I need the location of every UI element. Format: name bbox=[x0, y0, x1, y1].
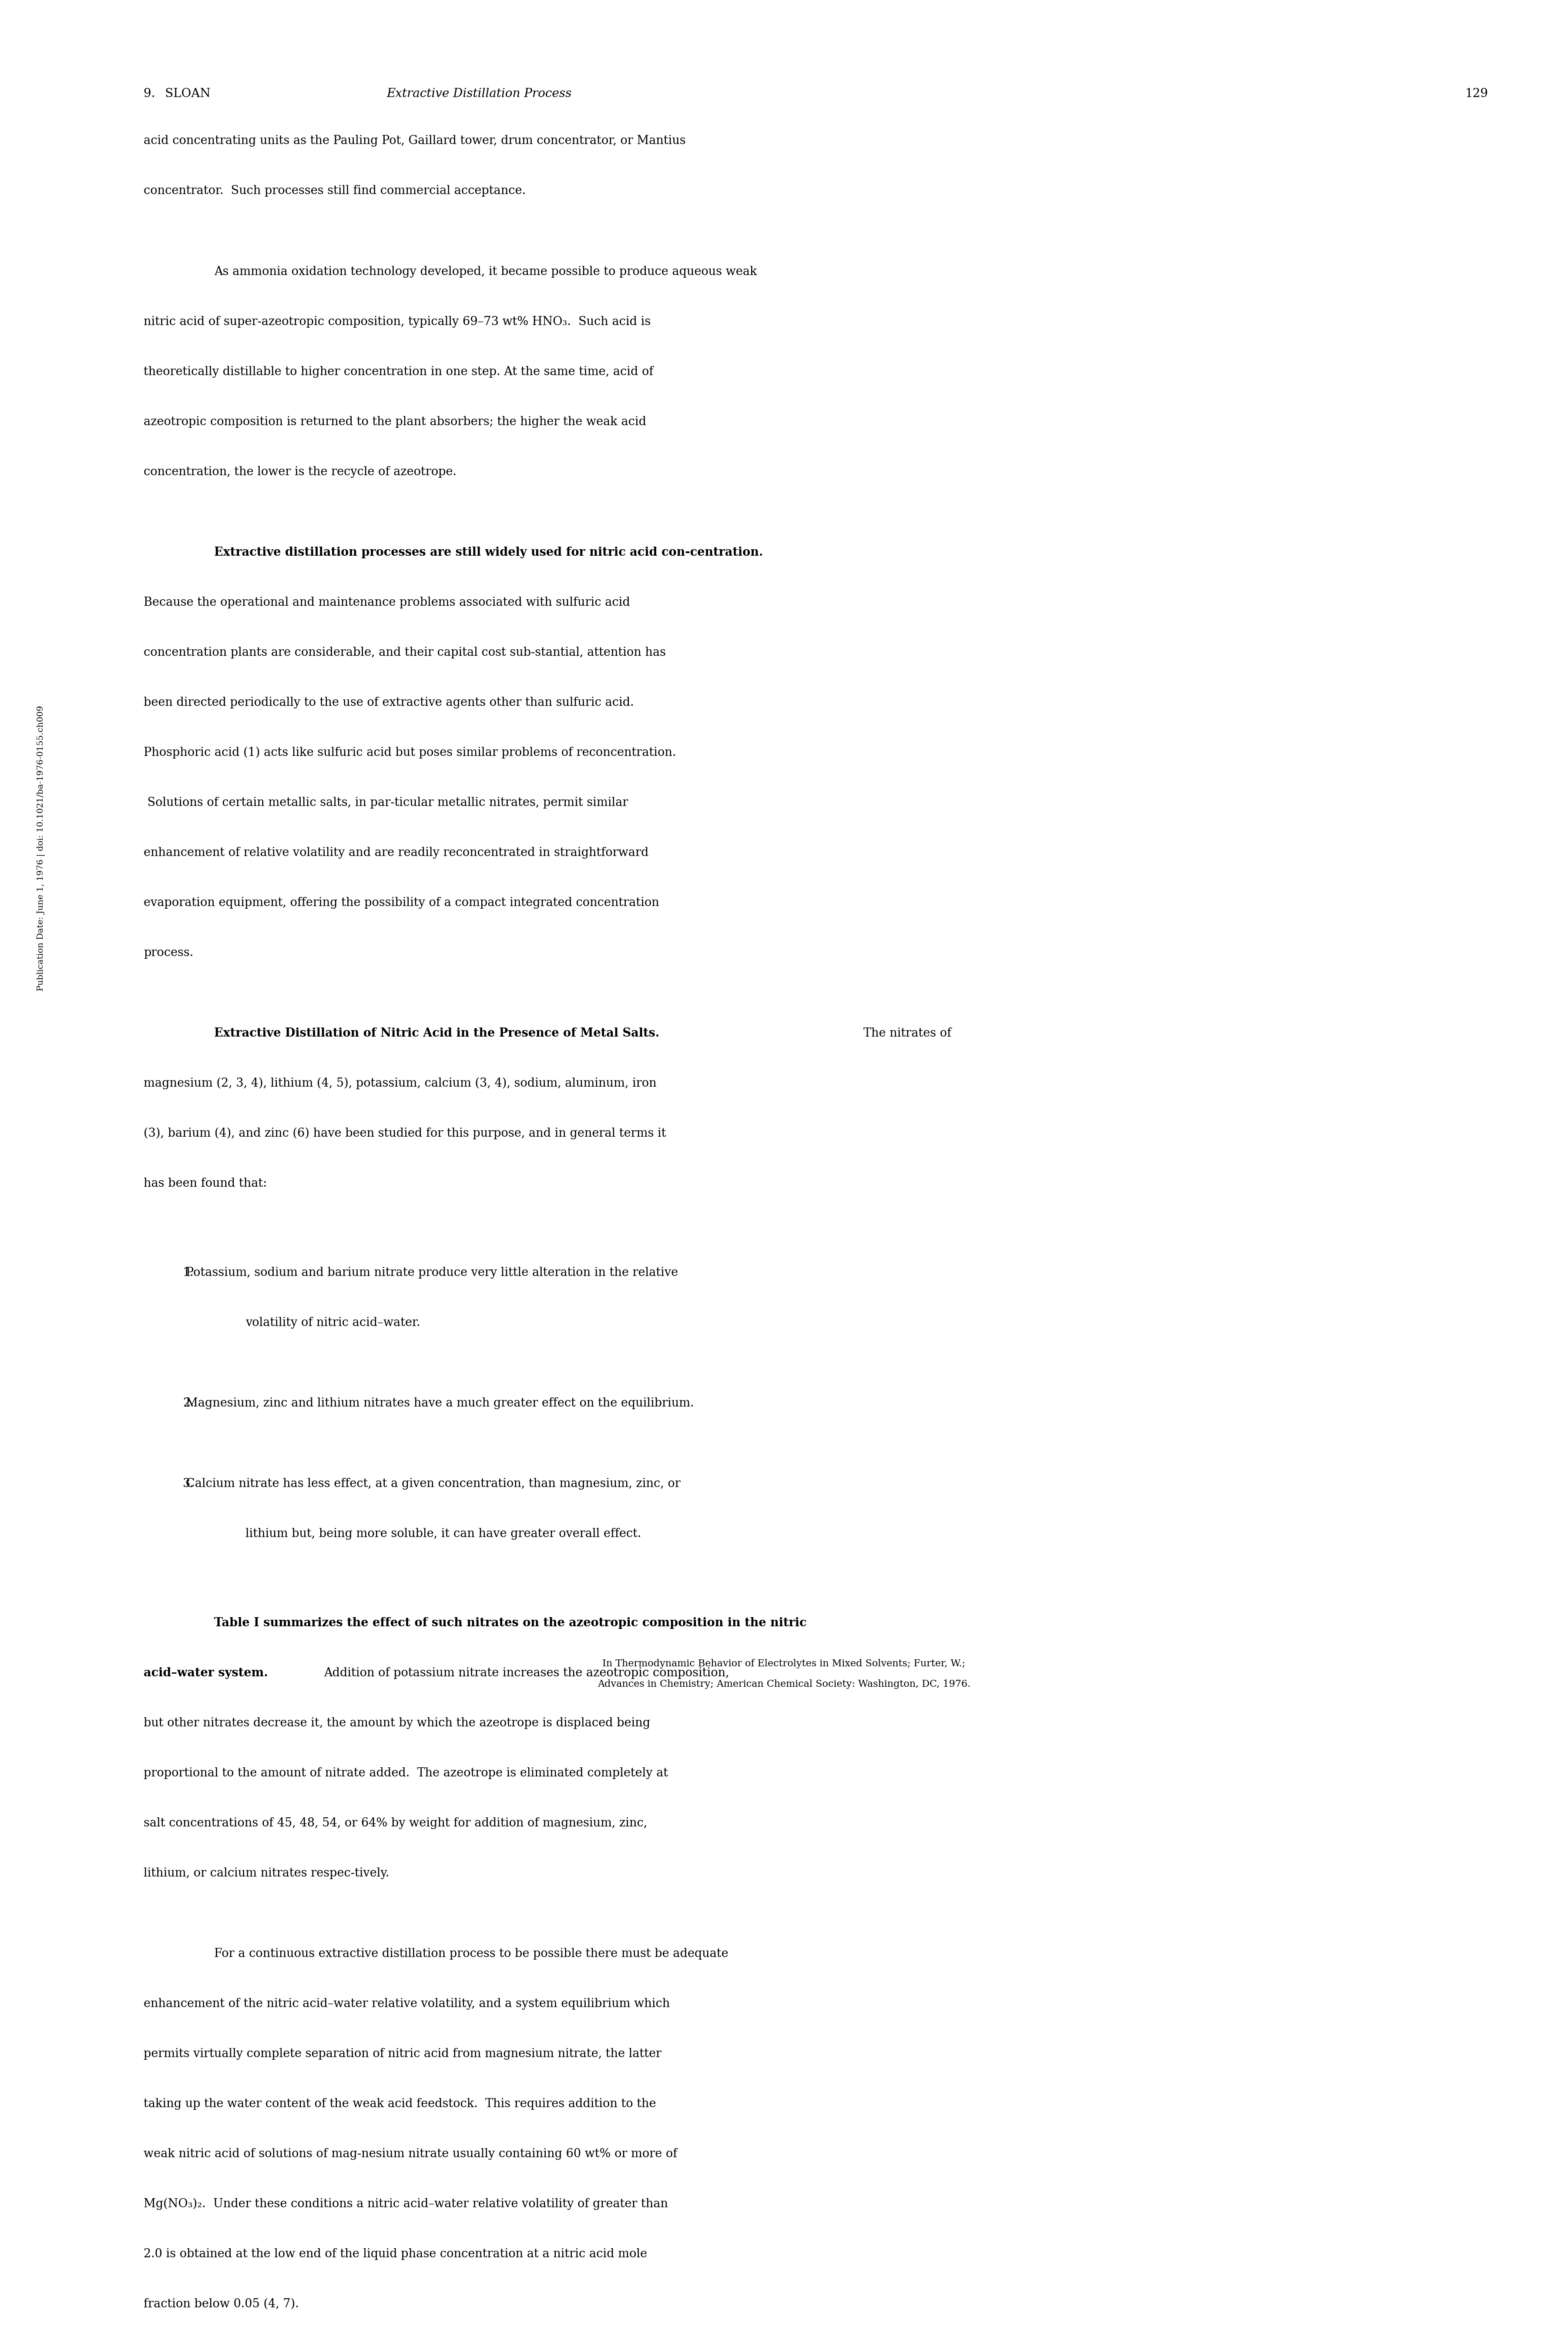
Text: 3.: 3. bbox=[183, 1478, 194, 1490]
Text: acid concentrating units as the Pauling Pot, Gaillard tower, drum concentrator, : acid concentrating units as the Pauling … bbox=[144, 134, 685, 146]
Text: nitric acid of super-azeotropic composition, typically 69–73 wt% HNO₃.  Such aci: nitric acid of super-azeotropic composit… bbox=[144, 315, 651, 327]
Text: Table I summarizes the effect of such nitrates on the azeotropic composition in : Table I summarizes the effect of such ni… bbox=[215, 1617, 806, 1629]
Text: evaporation equipment, offering the possibility of a compact integrated concentr: evaporation equipment, offering the poss… bbox=[144, 898, 659, 909]
Text: enhancement of relative volatility and are readily reconcentrated in straightfor: enhancement of relative volatility and a… bbox=[144, 846, 649, 858]
Text: 129: 129 bbox=[1465, 87, 1488, 99]
Text: Calcium nitrate has less effect, at a given concentration, than magnesium, zinc,: Calcium nitrate has less effect, at a gi… bbox=[187, 1478, 681, 1490]
Text: As ammonia oxidation technology developed, it became possible to produce aqueous: As ammonia oxidation technology develope… bbox=[215, 266, 757, 277]
Text: been directed periodically to the use of extractive agents other than sulfuric a: been directed periodically to the use of… bbox=[144, 696, 638, 707]
Text: fraction below 0.05 (4, 7).: fraction below 0.05 (4, 7). bbox=[144, 2298, 299, 2310]
Text: acid–water system.: acid–water system. bbox=[144, 1666, 276, 1678]
Text: Extractive distillation processes are still widely used for nitric acid con-cent: Extractive distillation processes are st… bbox=[215, 548, 767, 559]
Text: Solutions of certain metallic salts, in par-ticular metallic nitrates, permit si: Solutions of certain metallic salts, in … bbox=[144, 797, 629, 808]
Text: enhancement of the nitric acid–water relative volatility, and a system equilibri: enhancement of the nitric acid–water rel… bbox=[144, 1998, 670, 2009]
Text: Addition of potassium nitrate increases the azeotropic composition,: Addition of potassium nitrate increases … bbox=[325, 1666, 729, 1678]
Text: theoretically distillable to higher concentration in one step. At the same time,: theoretically distillable to higher conc… bbox=[144, 367, 654, 378]
Text: For a continuous extractive distillation process to be possible there must be ad: For a continuous extractive distillation… bbox=[215, 1948, 729, 1960]
Text: concentrator.  Such processes still find commercial acceptance.: concentrator. Such processes still find … bbox=[144, 186, 525, 197]
Text: 1.: 1. bbox=[183, 1267, 194, 1278]
Text: Magnesium, zinc and lithium nitrates have a much greater effect on the equilibri: Magnesium, zinc and lithium nitrates hav… bbox=[187, 1398, 695, 1410]
Text: process.: process. bbox=[144, 947, 193, 959]
Text: salt concentrations of 45, 48, 54, or 64% by weight for addition of magnesium, z: salt concentrations of 45, 48, 54, or 64… bbox=[144, 1817, 648, 1828]
Text: 2.0 is obtained at the low end of the liquid phase concentration at a nitric aci: 2.0 is obtained at the low end of the li… bbox=[144, 2249, 648, 2261]
Text: lithium but, being more soluble, it can have greater overall effect.: lithium but, being more soluble, it can … bbox=[246, 1528, 641, 1539]
Text: concentration plants are considerable, and their capital cost sub-stantial, atte: concentration plants are considerable, a… bbox=[144, 646, 666, 658]
Text: Advances in Chemistry; American Chemical Society: Washington, DC, 1976.: Advances in Chemistry; American Chemical… bbox=[597, 1680, 971, 1690]
Text: azeotropic composition is returned to the plant absorbers; the higher the weak a: azeotropic composition is returned to th… bbox=[144, 416, 646, 428]
Text: lithium, or calcium nitrates respec-tively.: lithium, or calcium nitrates respec-tive… bbox=[144, 1868, 389, 1880]
Text: Potassium, sodium and barium nitrate produce very little alteration in the relat: Potassium, sodium and barium nitrate pro… bbox=[187, 1267, 679, 1278]
Text: Extractive Distillation Process: Extractive Distillation Process bbox=[387, 87, 572, 99]
Text: 2.: 2. bbox=[183, 1398, 194, 1410]
Text: Extractive Distillation of Nitric Acid in the Presence of Metal Salts.: Extractive Distillation of Nitric Acid i… bbox=[215, 1027, 668, 1039]
Text: (3), barium (4), and zinc (6) have been studied for this purpose, and in general: (3), barium (4), and zinc (6) have been … bbox=[144, 1128, 666, 1140]
Text: taking up the water content of the weak acid feedstock.  This requires addition : taking up the water content of the weak … bbox=[144, 2099, 655, 2110]
Text: but other nitrates decrease it, the amount by which the azeotrope is displaced b: but other nitrates decrease it, the amou… bbox=[144, 1718, 651, 1730]
Text: has been found that:: has been found that: bbox=[144, 1177, 267, 1189]
Text: Phosphoric acid (1) acts like sulfuric acid but poses similar problems of reconc: Phosphoric acid (1) acts like sulfuric a… bbox=[144, 747, 676, 759]
Text: magnesium (2, 3, 4), lithium (4, 5), potassium, calcium (3, 4), sodium, aluminum: magnesium (2, 3, 4), lithium (4, 5), pot… bbox=[144, 1079, 657, 1090]
Text: volatility of nitric acid–water.: volatility of nitric acid–water. bbox=[246, 1316, 420, 1328]
Text: permits virtually complete separation of nitric acid from magnesium nitrate, the: permits virtually complete separation of… bbox=[144, 2047, 662, 2059]
Text: In Thermodynamic Behavior of Electrolytes in Mixed Solvents; Furter, W.;: In Thermodynamic Behavior of Electrolyte… bbox=[602, 1659, 966, 1668]
Text: concentration, the lower is the recycle of azeotrope.: concentration, the lower is the recycle … bbox=[144, 465, 456, 477]
Text: Because the operational and maintenance problems associated with sulfuric acid: Because the operational and maintenance … bbox=[144, 597, 630, 609]
Text: Mg(NO₃)₂.  Under these conditions a nitric acid–water relative volatility of gre: Mg(NO₃)₂. Under these conditions a nitri… bbox=[144, 2197, 668, 2209]
Text: 9.  SLOAN: 9. SLOAN bbox=[144, 87, 271, 99]
Text: The nitrates of: The nitrates of bbox=[864, 1027, 952, 1039]
Text: Publication Date: June 1, 1976 | doi: 10.1021/ba-1976-0155.ch009: Publication Date: June 1, 1976 | doi: 10… bbox=[38, 705, 45, 992]
Text: weak nitric acid of solutions of mag-nesium nitrate usually containing 60 wt% or: weak nitric acid of solutions of mag-nes… bbox=[144, 2148, 677, 2160]
Text: proportional to the amount of nitrate added.  The azeotrope is eliminated comple: proportional to the amount of nitrate ad… bbox=[144, 1767, 668, 1779]
